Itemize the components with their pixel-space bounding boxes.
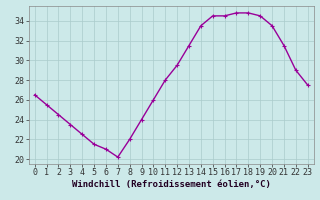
X-axis label: Windchill (Refroidissement éolien,°C): Windchill (Refroidissement éolien,°C) [72,180,271,189]
